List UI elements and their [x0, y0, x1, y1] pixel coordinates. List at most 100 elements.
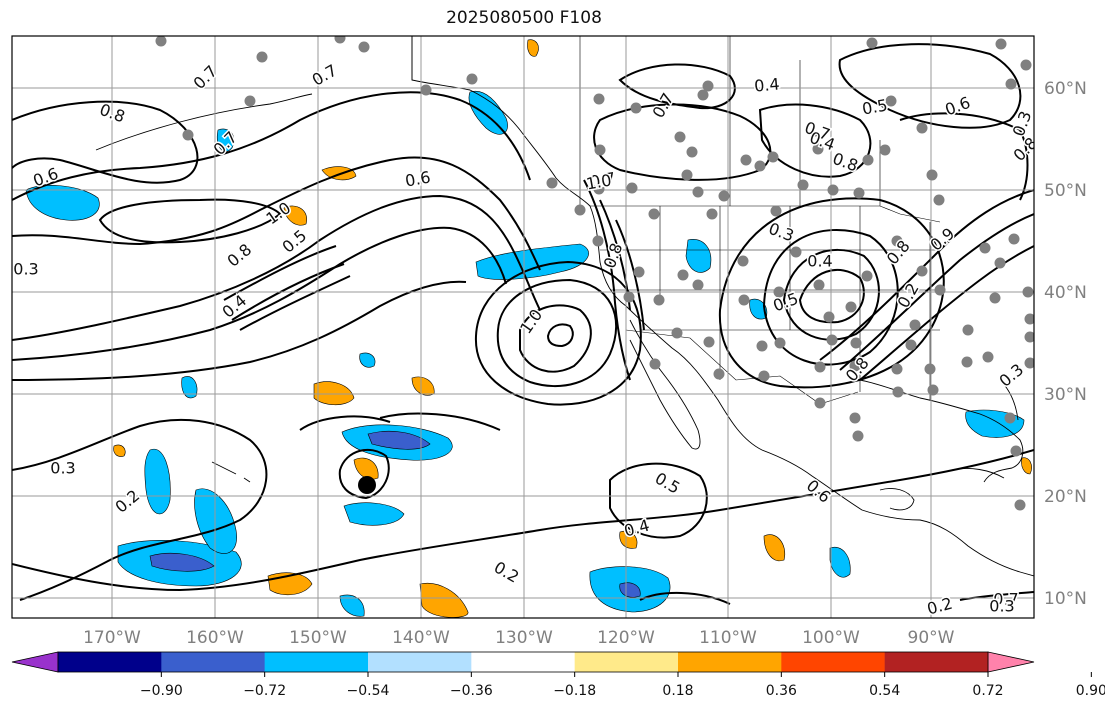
shade-cyan — [829, 546, 851, 578]
station-dot — [1024, 357, 1034, 369]
border-canada-us — [590, 205, 941, 223]
station-dot — [892, 386, 904, 398]
colorbar-segment — [368, 652, 472, 672]
contour — [639, 591, 1034, 605]
colorbar-extend-low — [11, 651, 59, 673]
lon-label: 110°W — [699, 628, 757, 648]
coastlines — [95, 36, 1034, 577]
station-dot — [994, 257, 1006, 269]
station-dot — [1014, 499, 1026, 511]
shade-cyan — [194, 488, 237, 554]
station-dot — [593, 183, 605, 195]
station-dot — [861, 270, 873, 282]
station-dot — [852, 430, 864, 442]
station-dot — [155, 36, 167, 47]
station-dot — [1004, 412, 1016, 424]
station-dot — [244, 95, 256, 107]
lon-label: 150°W — [289, 628, 347, 648]
shade-orange — [313, 381, 355, 406]
station-dot — [630, 102, 642, 114]
contour — [12, 418, 268, 601]
lon-label: 100°W — [802, 628, 860, 648]
station-dot — [853, 187, 865, 199]
station-dots — [155, 36, 1034, 511]
station-dot — [466, 73, 478, 85]
station-dot — [891, 363, 903, 375]
lon-axis: 170°W 160°W 150°W 140°W 130°W 120°W 110°… — [83, 628, 955, 648]
lat-label: 10°N — [1044, 589, 1087, 609]
station-dot — [885, 95, 897, 107]
contour — [609, 462, 708, 539]
station-dot — [814, 397, 826, 409]
station-dot — [866, 37, 878, 49]
contour-label: 0.6 — [404, 167, 432, 190]
lon-label: 120°W — [597, 628, 655, 648]
lat-label: 50°N — [1044, 181, 1087, 201]
contour — [338, 448, 390, 500]
station-dot — [681, 169, 693, 181]
station-dot — [1008, 233, 1020, 245]
colorbar-tick-label: 0.18 — [662, 683, 693, 699]
station-dot — [574, 204, 586, 216]
station-dot — [767, 151, 779, 163]
border-state-1 — [659, 206, 931, 400]
shade-orange — [763, 534, 786, 562]
contour — [758, 103, 872, 178]
station-dot — [334, 36, 346, 44]
grid — [12, 36, 1034, 618]
contour-label: 0.4 — [753, 74, 780, 95]
contour — [618, 63, 736, 110]
contour — [12, 194, 541, 341]
shade-orange — [619, 530, 638, 549]
contour-label: 0.3 — [50, 459, 75, 478]
contour — [762, 228, 899, 366]
station-dot — [686, 146, 698, 158]
station-dot — [812, 143, 824, 155]
colorbar-segment — [678, 652, 782, 672]
shade-orange — [353, 457, 379, 480]
contour — [12, 280, 467, 381]
station-dot — [770, 205, 782, 217]
shade-cyan — [343, 502, 405, 526]
station-dot — [1020, 59, 1032, 71]
colorbar-tick-label: −0.36 — [450, 683, 493, 699]
border-canada-prov — [579, 36, 881, 206]
station-dot — [790, 246, 802, 258]
station-dot — [879, 144, 891, 156]
shade-blue — [367, 430, 431, 450]
station-dot — [677, 269, 689, 281]
station-dot — [692, 279, 704, 291]
station-dot — [593, 93, 605, 105]
station-dot — [702, 80, 714, 92]
station-dot — [420, 84, 432, 96]
lat-label: 30°N — [1044, 385, 1087, 405]
map-title: 2025080500 F108 — [446, 8, 602, 28]
lat-axis: 60°N 50°N 40°N 30°N 20°N 10°N — [1044, 79, 1087, 609]
station-dot — [623, 291, 635, 303]
station-dot — [924, 363, 936, 375]
station-dot — [256, 51, 268, 63]
station-dot — [674, 131, 686, 143]
station-dot — [961, 356, 973, 368]
station-dot — [773, 286, 785, 298]
station-dot — [671, 327, 683, 339]
station-dot — [909, 319, 921, 331]
station-dot — [849, 412, 861, 424]
station-dot — [1024, 331, 1034, 343]
station-dot — [989, 292, 1001, 304]
shade-orange — [1021, 457, 1032, 475]
station-dot — [758, 370, 770, 382]
station-dot — [982, 351, 994, 363]
station-dot — [358, 41, 370, 53]
station-dot — [697, 89, 709, 101]
contour-label: 0.3 — [989, 597, 1014, 616]
colorbar-tick-label: −0.54 — [347, 683, 390, 699]
shade-cyan — [216, 128, 235, 152]
station-dot — [849, 360, 861, 372]
station-dot — [592, 235, 604, 247]
station-dot — [814, 361, 826, 373]
station-dot — [845, 301, 857, 313]
station-dot — [546, 177, 558, 189]
lat-label: 40°N — [1044, 283, 1087, 303]
coast-gulf — [859, 379, 1024, 483]
